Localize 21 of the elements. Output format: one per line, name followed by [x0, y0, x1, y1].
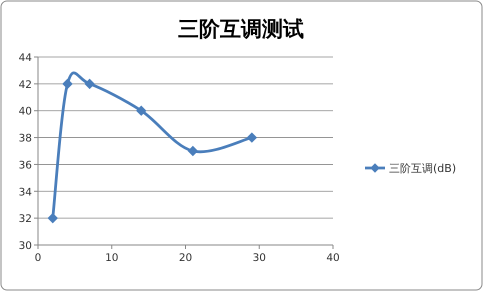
y-tick-label: 30 [18, 240, 32, 252]
x-tick-label: 40 [326, 252, 340, 264]
x-tick-label: 30 [252, 252, 266, 264]
point [246, 132, 257, 143]
point [62, 78, 72, 89]
y-tick-label: 36 [18, 159, 32, 172]
y-tick-label: 34 [18, 186, 32, 198]
x-tick-label: 10 [105, 252, 118, 264]
point [188, 146, 198, 156]
y-tick-label: 38 [18, 132, 32, 145]
y-tick-label: 40 [18, 106, 32, 118]
x-tick-label: 0 [34, 252, 42, 264]
point [48, 213, 58, 224]
y-tick-label: 44 [18, 52, 32, 64]
point [84, 78, 95, 89]
x-tick-label: 20 [178, 252, 192, 264]
legend-label: 三阶互调(dB) [389, 162, 456, 175]
title: 三阶互调测试 [178, 16, 304, 41]
point [136, 106, 146, 116]
y-tick-label: 32 [18, 213, 32, 226]
y-tick-label: 42 [18, 78, 32, 91]
